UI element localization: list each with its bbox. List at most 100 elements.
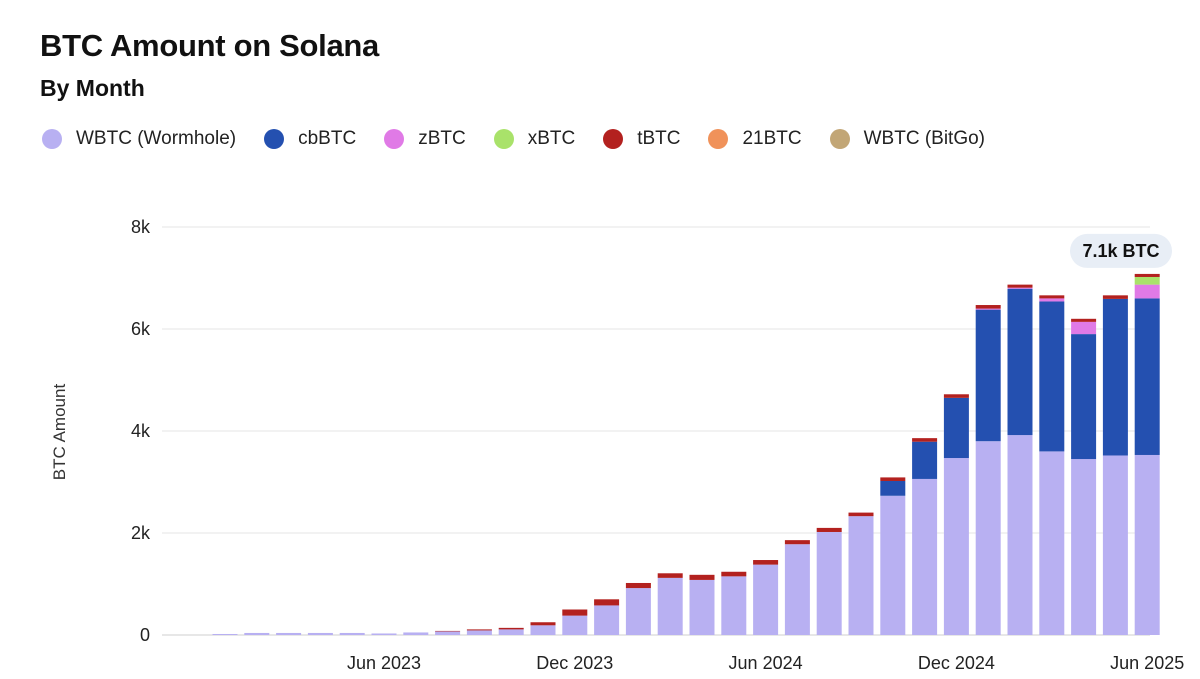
bar-segment[interactable] <box>657 573 683 578</box>
bar-segment[interactable] <box>689 579 715 635</box>
bar-segment[interactable] <box>371 633 397 635</box>
bar-segment[interactable] <box>1071 318 1097 322</box>
legend-label: tBTC <box>637 128 681 149</box>
bar-segment[interactable] <box>784 540 810 545</box>
bar-segment[interactable] <box>1007 287 1033 289</box>
legend-swatch <box>264 129 285 149</box>
chart-legend: WBTC (Wormhole) cbBTC zBTC xBTC tBTC 21BTC WBT… <box>42 128 1013 150</box>
legend-item[interactable]: zBTC <box>384 128 466 150</box>
bar-segment[interactable] <box>1134 454 1160 635</box>
y-tick-label: 4k <box>131 421 151 441</box>
bar-segment[interactable] <box>435 631 461 635</box>
bar-segment[interactable] <box>816 527 842 532</box>
bar-segment[interactable] <box>1007 288 1033 436</box>
bar-segment[interactable] <box>244 632 270 635</box>
bar-segment[interactable] <box>1134 273 1160 277</box>
y-tick-label: 2k <box>131 523 151 543</box>
bar-segment[interactable] <box>1102 298 1128 456</box>
legend-label: xBTC <box>527 128 576 149</box>
bar-segment[interactable] <box>753 564 779 635</box>
bar-segment[interactable] <box>1039 451 1065 635</box>
bar-segment[interactable] <box>1134 276 1160 285</box>
bar-segment[interactable] <box>307 632 333 635</box>
bar-segment[interactable] <box>721 571 747 577</box>
legend-item[interactable]: 21BTC <box>708 128 802 150</box>
bar-segment[interactable] <box>1071 334 1097 460</box>
bar-segment[interactable] <box>848 512 874 517</box>
bar-segment[interactable] <box>435 630 461 632</box>
callout-badge <box>1070 233 1172 268</box>
bar-segment[interactable] <box>1134 284 1160 299</box>
bar-segment[interactable] <box>912 438 938 442</box>
bar-segment[interactable] <box>943 397 969 459</box>
bar-segment[interactable] <box>943 458 969 635</box>
bar-segment[interactable] <box>498 629 524 635</box>
callout-label: 7.1k BTC <box>1082 241 1159 261</box>
legend-item[interactable]: tBTC <box>603 128 680 150</box>
bar-segment[interactable] <box>943 394 969 398</box>
bar-segment[interactable] <box>1007 284 1033 288</box>
legend-item[interactable]: WBTC (BitGo) <box>829 128 985 150</box>
x-tick-label: Jun 2025 <box>1110 653 1184 673</box>
bar-segment[interactable] <box>975 309 1001 442</box>
legend-item[interactable]: xBTC <box>493 128 576 150</box>
bar-segment[interactable] <box>466 630 492 635</box>
bar-segment[interactable] <box>403 632 429 635</box>
bar-segment[interactable] <box>975 441 1001 635</box>
x-tick-label: Jun 2024 <box>729 653 803 673</box>
bar-segment[interactable] <box>466 629 492 631</box>
bar-segment[interactable] <box>784 544 810 635</box>
bar-segment[interactable] <box>753 560 779 565</box>
bar-segment[interactable] <box>530 622 556 626</box>
bar-segment[interactable] <box>594 599 620 606</box>
legend-label: WBTC (BitGo) <box>863 128 985 149</box>
legend-swatch <box>493 129 514 149</box>
bar-segment[interactable] <box>975 305 1001 309</box>
bar-segment[interactable] <box>1071 459 1097 635</box>
bar-segment[interactable] <box>1134 298 1160 455</box>
x-axis-ticks: Jun 2023 Dec 2023 Jun 2024 Dec 2024 Jun 2025 <box>347 653 1184 673</box>
legend-item[interactable]: WBTC (Wormhole) <box>42 128 236 150</box>
grid-lines <box>162 226 1150 636</box>
bar-segment[interactable] <box>339 632 365 635</box>
legend-label: WBTC (Wormhole) <box>76 128 237 149</box>
bar-segment[interactable] <box>1071 321 1097 335</box>
bar-segment[interactable] <box>625 588 651 635</box>
y-tick-label: 6k <box>131 319 151 339</box>
bar-segment[interactable] <box>657 577 683 635</box>
bar-segment[interactable] <box>562 615 588 635</box>
bar-segment[interactable] <box>848 516 874 635</box>
legend-swatch <box>603 129 624 149</box>
bar-segment[interactable] <box>880 495 906 635</box>
legend-item[interactable]: cbBTC <box>264 128 356 150</box>
bar-segment[interactable] <box>880 477 906 481</box>
bar-segment[interactable] <box>912 441 938 479</box>
bar-segment[interactable] <box>530 625 556 635</box>
chart-title: BTC Amount on Solana <box>40 28 379 63</box>
y-axis-ticks: 0 2k 4k 6k 8k <box>131 217 151 645</box>
bar-segment[interactable] <box>594 605 620 635</box>
bars-group <box>212 273 1160 635</box>
bar-segment[interactable] <box>1007 435 1033 635</box>
bar-segment[interactable] <box>562 609 588 616</box>
y-tick-label: 0 <box>140 625 150 645</box>
bar-segment[interactable] <box>880 480 906 496</box>
bar-segment[interactable] <box>721 576 747 635</box>
legend-swatch <box>384 129 405 149</box>
bar-segment[interactable] <box>816 531 842 635</box>
bar-segment[interactable] <box>912 478 938 635</box>
bar-segment[interactable] <box>975 308 1001 310</box>
bar-segment[interactable] <box>1102 295 1128 299</box>
bar-segment[interactable] <box>498 627 524 630</box>
bar-segment[interactable] <box>212 633 238 635</box>
bar-segment[interactable] <box>1039 295 1065 299</box>
bar-segment[interactable] <box>1039 301 1065 452</box>
bar-segment[interactable] <box>625 582 651 589</box>
legend-swatch <box>829 129 850 149</box>
bar-segment[interactable] <box>1039 298 1065 302</box>
legend-label: cbBTC <box>298 128 357 149</box>
bar-segment[interactable] <box>276 632 302 635</box>
bar-segment[interactable] <box>1102 455 1128 635</box>
bar-segment[interactable] <box>689 574 715 580</box>
